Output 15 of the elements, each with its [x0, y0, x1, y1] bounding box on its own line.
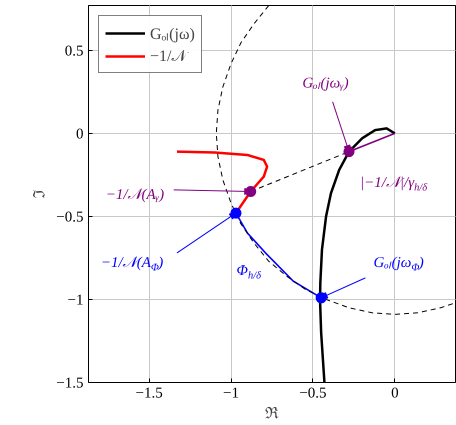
legend-label: −1/𝒩	[150, 46, 186, 66]
x-tick-label: −1.5	[136, 386, 163, 402]
x-axis-title: ℜ	[265, 406, 279, 422]
legend-label: Gₒₗ(jω)	[150, 25, 195, 44]
y-tick-label: −1	[68, 292, 84, 308]
annotation: −1/𝒩(Aᵧ)	[106, 186, 164, 203]
y-tick-label: −1.5	[56, 376, 84, 392]
x-tick-label: −1	[223, 386, 240, 402]
x-tick-label: 0	[391, 386, 399, 402]
x-tick-label: −0.5	[299, 386, 327, 402]
y-axis-title: ℑ	[31, 190, 48, 198]
annotation: Gₒₗ(jωᵧ)	[302, 76, 349, 92]
y-tick-label: 0.5	[64, 43, 84, 60]
y-tick-label: −0.5	[56, 209, 84, 226]
y-tick-label: 0	[76, 126, 84, 142]
